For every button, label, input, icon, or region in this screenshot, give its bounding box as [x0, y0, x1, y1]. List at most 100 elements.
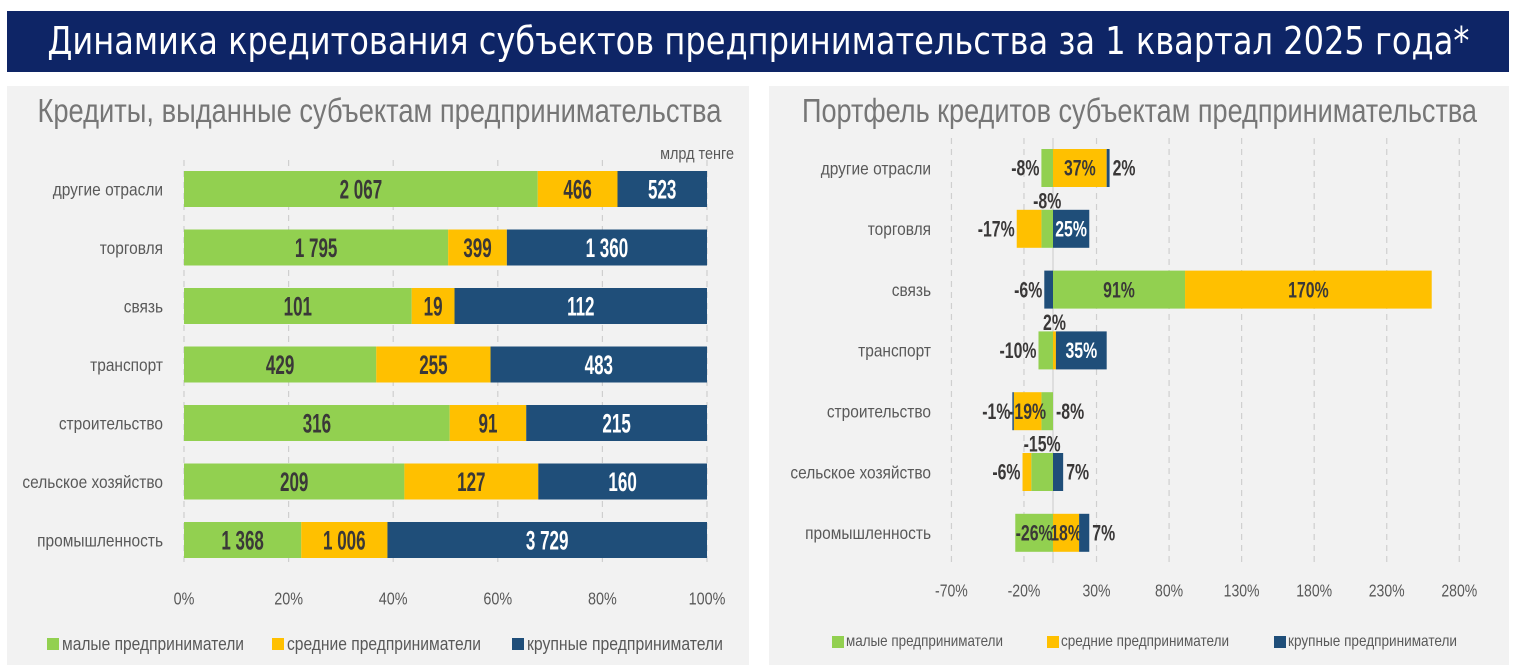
- data-label: 112: [567, 292, 594, 322]
- category-label: другие отрасли: [53, 179, 163, 199]
- bar-segment: [1041, 149, 1053, 187]
- bar-segment: [184, 229, 449, 266]
- data-label: 101: [284, 292, 312, 322]
- data-label: -6%: [992, 461, 1020, 485]
- issued-loans-chart-title: Кредиты, выданные субъектам предпринимат…: [37, 92, 721, 129]
- category-label: строительство: [59, 413, 163, 433]
- category-label: промышленность: [37, 530, 163, 550]
- bar-segment: [1038, 331, 1053, 370]
- data-label: -19%: [1009, 401, 1046, 425]
- data-label: 127: [457, 467, 485, 497]
- x-tick-label: 0%: [174, 589, 195, 609]
- bar-segment: [184, 405, 450, 441]
- data-label: -6%: [1014, 279, 1042, 303]
- bar-segment: [538, 463, 707, 500]
- bar-segment: [1053, 270, 1186, 309]
- bar-segment: [1055, 331, 1107, 370]
- data-label: 483: [585, 350, 613, 380]
- legend-swatch-medium: [1047, 636, 1059, 648]
- legend-item-small: малые предприниматели: [47, 634, 277, 654]
- data-label: 215: [602, 409, 630, 439]
- legend-swatch-small: [47, 638, 59, 650]
- category-label: строительство: [827, 401, 931, 421]
- category-label: другие отрасли: [821, 158, 931, 178]
- bar-segment: [537, 171, 618, 207]
- x-tick-label: 80%: [588, 589, 617, 609]
- x-tick-label: 80%: [1155, 581, 1183, 601]
- legend-label-medium: средние предприниматели: [287, 634, 481, 654]
- category-label: связь: [124, 296, 164, 316]
- legend-swatch-large: [1274, 636, 1286, 648]
- legend-label-large: крупные предприниматели: [527, 634, 723, 654]
- bar-segment: [376, 346, 491, 383]
- data-label: 160: [608, 467, 636, 497]
- legend-item-large: крупные предприниматели: [512, 634, 742, 654]
- bar-segment: [617, 171, 707, 207]
- data-label: 209: [280, 467, 308, 497]
- legend-label-large: крупные предприниматели: [1288, 633, 1457, 650]
- issued-loans-title-wrap: Кредиты, выданные субъектам предпринимат…: [37, 91, 721, 131]
- bar-segment: [1079, 513, 1090, 552]
- data-label: 7%: [1066, 461, 1089, 485]
- bar-segment: [1106, 149, 1110, 187]
- bar-segment: [184, 463, 405, 500]
- data-label: 1 368: [221, 526, 264, 556]
- x-tick-label: 180%: [1296, 581, 1332, 601]
- loan-portfolio-chart: -70% -20% 30% 80% 130% 180% 230% 280% другие отр…: [790, 138, 1477, 601]
- legend-swatch-medium: [272, 638, 284, 650]
- x-tick-label: 60%: [483, 589, 512, 609]
- data-label: 316: [303, 409, 331, 439]
- data-label: 1 795: [295, 233, 338, 263]
- legend-item-small: малые предприниматели: [832, 632, 1062, 652]
- data-label: 91: [479, 409, 498, 439]
- legend-label-medium: средние предприниматели: [1061, 633, 1229, 650]
- data-label: 2%: [1113, 157, 1136, 181]
- bar-segment: [526, 405, 707, 441]
- data-label: 2%: [1043, 312, 1066, 336]
- legend-item-medium: средние предприниматели: [272, 634, 502, 654]
- bar-segment: [184, 171, 538, 207]
- category-label: сельское хозяйство: [790, 462, 931, 482]
- category-label: транспорт: [858, 341, 931, 361]
- data-label: 429: [266, 350, 294, 380]
- unit-label: млрд тенге: [660, 145, 734, 163]
- x-tick-label: -20%: [1008, 581, 1041, 601]
- bar-segment: [1016, 209, 1042, 248]
- issued-loans-chart: 0% 20% 40% 60% 80% 100% млрд тенге другие отрас…: [22, 145, 734, 609]
- bar-segment: [301, 522, 388, 558]
- legend-item-medium: средние предприниматели: [1047, 632, 1277, 652]
- data-label: -1%: [982, 401, 1010, 425]
- x-tick-label: 100%: [689, 589, 726, 609]
- bar-segment: [1053, 513, 1080, 552]
- data-label: -26%: [1016, 522, 1053, 546]
- x-tick-label: -70%: [935, 581, 968, 601]
- data-label: 1 360: [586, 233, 629, 263]
- category-label: транспорт: [90, 355, 163, 375]
- data-label: -8%: [1011, 157, 1039, 181]
- loan-portfolio-panel: Портфель кредитов субъектам предпринимат…: [769, 86, 1509, 665]
- bar-segment: [387, 522, 707, 558]
- x-tick-label: 20%: [274, 589, 303, 609]
- bar-segment: [490, 346, 707, 383]
- data-label: 2 067: [340, 175, 383, 205]
- data-label: 18%: [1050, 522, 1082, 546]
- data-label: 19: [424, 292, 443, 322]
- loan-portfolio-chart-title: Портфель кредитов субъектам предпринимат…: [802, 92, 1478, 129]
- bar-segment: [1185, 270, 1432, 309]
- legend-item-large: крупные предприниматели: [1274, 632, 1504, 652]
- data-label: -8%: [1056, 401, 1084, 425]
- bar-segment: [1041, 209, 1053, 248]
- bar-segment: [1013, 392, 1042, 431]
- bar-segment: [1015, 513, 1053, 552]
- legend-label-small: малые предприниматели: [62, 634, 245, 654]
- bar-segment: [404, 463, 539, 500]
- x-tick-label: 280%: [1441, 581, 1477, 601]
- x-tick-label: 30%: [1082, 581, 1110, 601]
- issued-loans-panel: Кредиты, выданные субъектам предпринимат…: [7, 86, 749, 665]
- legend-swatch-large: [512, 638, 524, 650]
- category-label: промышленность: [805, 523, 931, 543]
- data-label: 35%: [1065, 340, 1097, 364]
- gridlines: [950, 138, 1460, 563]
- page-title: Динамика кредитования субъектов предприн…: [46, 19, 1470, 63]
- data-label: 523: [648, 175, 676, 205]
